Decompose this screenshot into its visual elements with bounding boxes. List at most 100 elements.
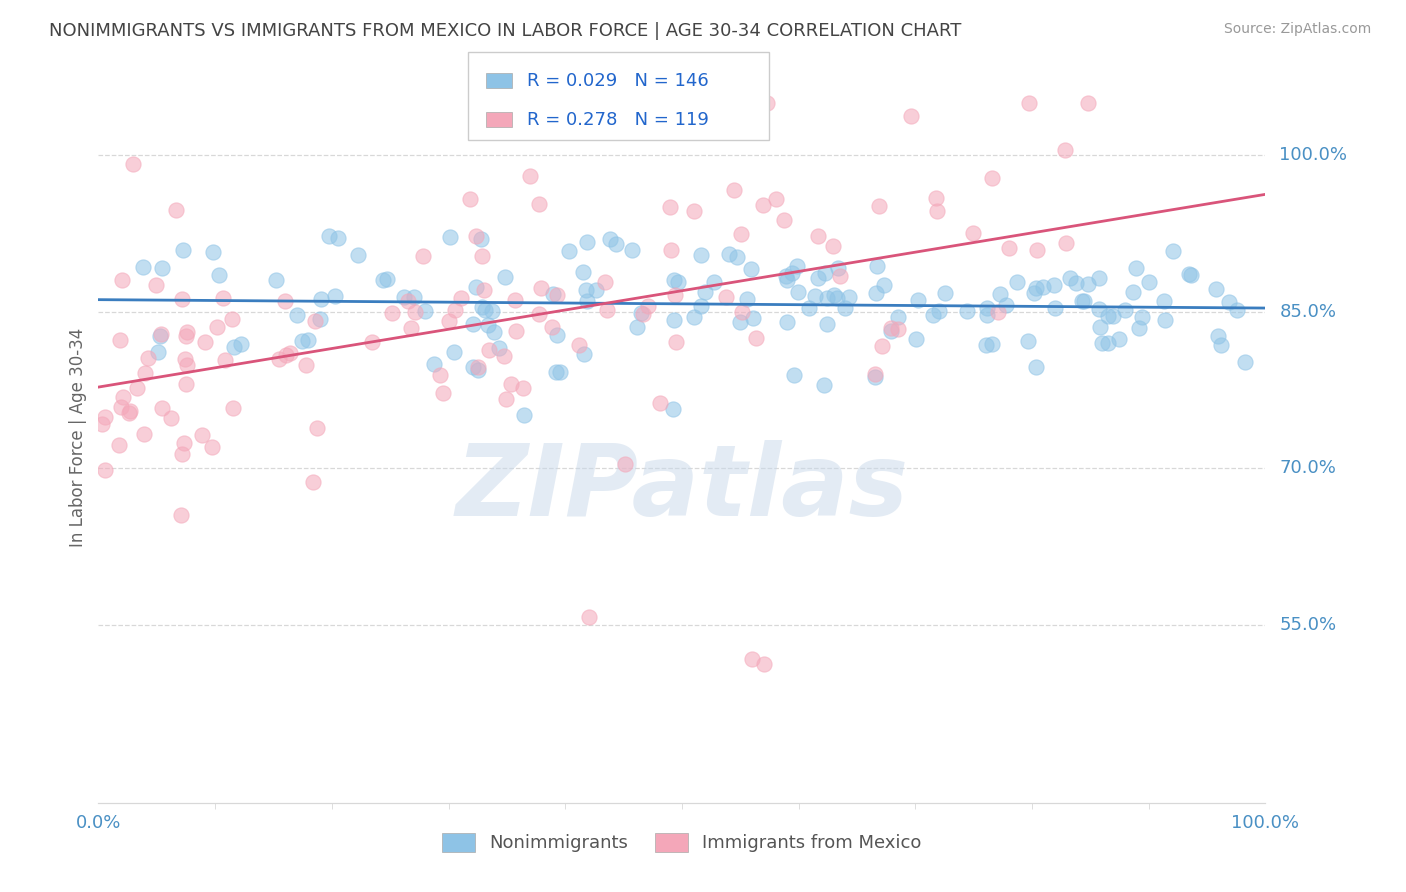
Point xyxy=(222,401,245,416)
Point xyxy=(1153,294,1175,309)
Point xyxy=(1114,302,1136,317)
Point xyxy=(118,406,141,420)
Point xyxy=(927,203,949,218)
Point xyxy=(905,332,928,346)
Point xyxy=(111,273,134,287)
Point xyxy=(752,197,775,211)
Point xyxy=(868,199,890,213)
Point xyxy=(728,315,751,329)
Point xyxy=(472,284,495,298)
Point xyxy=(467,359,489,374)
Point xyxy=(404,305,426,319)
Point xyxy=(630,305,652,319)
Point xyxy=(461,360,484,375)
Point xyxy=(995,298,1018,312)
Point xyxy=(112,390,135,404)
Point xyxy=(870,339,893,353)
Point xyxy=(907,293,929,307)
Point xyxy=(723,183,745,197)
Point xyxy=(1088,271,1111,285)
Point xyxy=(575,283,598,297)
Point xyxy=(1097,309,1119,323)
Point xyxy=(392,290,415,304)
Point xyxy=(381,306,404,320)
Point xyxy=(1128,321,1150,335)
Point xyxy=(821,239,844,253)
Point xyxy=(465,280,488,294)
Point xyxy=(980,170,1002,185)
Point xyxy=(572,347,595,361)
Point xyxy=(664,287,686,301)
Point xyxy=(150,401,173,415)
Point xyxy=(373,273,395,287)
Point xyxy=(745,331,768,345)
Point xyxy=(620,243,643,257)
Point xyxy=(550,365,572,379)
Point xyxy=(529,307,551,321)
Point xyxy=(921,308,943,322)
Point xyxy=(752,657,775,671)
Point xyxy=(1024,286,1046,301)
Text: 55.0%: 55.0% xyxy=(1279,616,1337,634)
Point xyxy=(1017,334,1039,348)
Point xyxy=(541,320,564,334)
Point xyxy=(725,250,748,264)
Text: Source: ZipAtlas.com: Source: ZipAtlas.com xyxy=(1223,22,1371,37)
Point xyxy=(375,271,398,285)
Point xyxy=(173,351,195,366)
Point xyxy=(278,346,301,360)
Point xyxy=(815,291,838,305)
Point xyxy=(214,353,236,368)
Point xyxy=(190,428,212,442)
Point xyxy=(1077,95,1099,110)
Point xyxy=(741,651,763,665)
Point xyxy=(176,358,198,372)
Point xyxy=(1101,310,1123,324)
Point xyxy=(776,315,799,329)
Point xyxy=(541,286,564,301)
Point xyxy=(464,228,486,243)
Point xyxy=(702,275,724,289)
Point xyxy=(467,362,489,376)
Point xyxy=(1097,335,1119,350)
Point xyxy=(1108,332,1130,346)
Point xyxy=(501,376,523,391)
Point xyxy=(323,289,346,303)
Point xyxy=(1122,285,1144,299)
Point xyxy=(429,368,451,383)
Point xyxy=(194,334,217,349)
Point xyxy=(980,337,1002,351)
Point xyxy=(396,294,419,309)
Point xyxy=(1226,303,1249,318)
Point xyxy=(1180,268,1202,283)
Point xyxy=(1234,355,1257,369)
Point xyxy=(207,320,229,334)
Point xyxy=(460,193,482,207)
Point xyxy=(668,275,690,289)
Point xyxy=(823,288,845,302)
Point xyxy=(285,308,308,322)
Point xyxy=(450,291,472,305)
Point xyxy=(222,340,245,354)
Point xyxy=(886,310,908,325)
Point xyxy=(360,335,382,350)
Point xyxy=(1066,276,1088,290)
Point xyxy=(264,273,287,287)
Point xyxy=(399,321,422,335)
Point xyxy=(665,334,688,349)
Point xyxy=(659,243,682,257)
Point xyxy=(546,288,568,302)
Point xyxy=(815,317,838,331)
Point xyxy=(172,293,194,307)
Point xyxy=(482,325,505,339)
Point xyxy=(208,268,231,282)
Point xyxy=(718,247,741,261)
Point xyxy=(295,359,318,373)
Point xyxy=(1025,359,1047,374)
Text: 70.0%: 70.0% xyxy=(1279,459,1336,477)
Point xyxy=(328,231,350,245)
Point xyxy=(807,229,830,244)
Point xyxy=(443,344,465,359)
Point xyxy=(925,191,948,205)
Point xyxy=(865,286,887,301)
